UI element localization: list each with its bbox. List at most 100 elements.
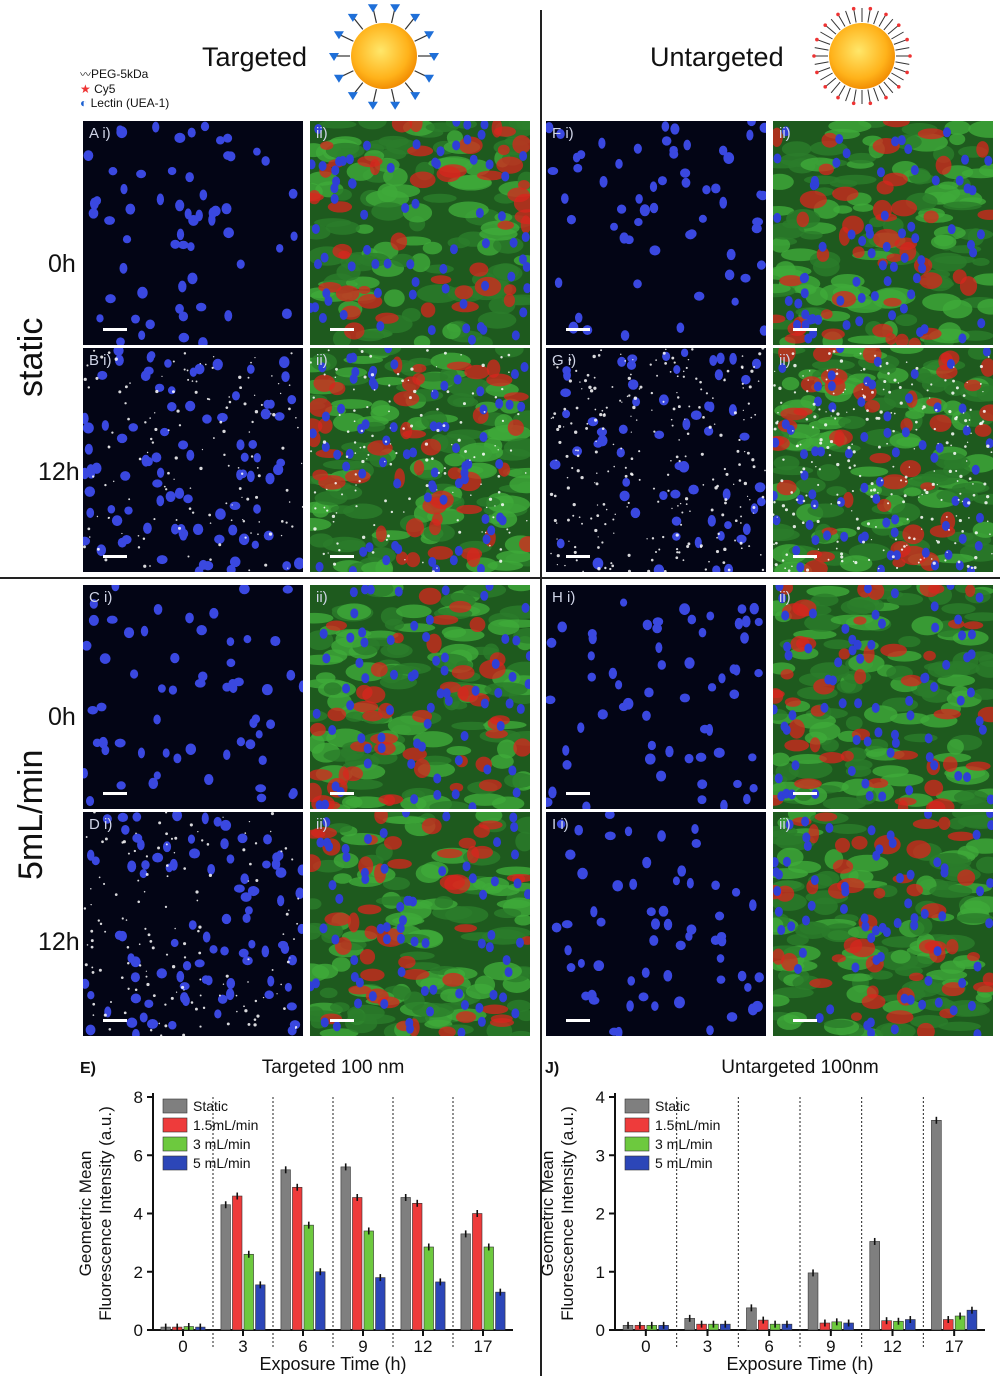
y-tick-label: 0 [596,1321,605,1340]
scale-bar [103,328,127,331]
condition-label-static: static [12,317,50,397]
micrograph-F1: F i) [546,121,766,345]
legend-label: 5 mL/min [655,1155,713,1171]
x-tick-label: 12 [414,1337,433,1356]
x-tick-label: 9 [826,1337,835,1356]
bar [495,1291,506,1331]
scale-bar [330,555,354,558]
y-tick-label: 0 [134,1321,143,1340]
legend-peg: 〰PEG-5kDa [80,67,149,81]
micrograph-F2: ii) [773,121,993,345]
bar [363,1230,374,1331]
micrograph-H1: H i) [546,585,766,809]
bar [400,1197,411,1331]
condition-label-flow: 5mL/min [12,749,50,880]
bar [435,1281,446,1331]
bar [869,1241,880,1331]
scale-bar [330,792,354,795]
scale-bar [103,792,127,795]
time-label-0h-flow: 0h [48,703,76,731]
legend-label: 1.5mL/min [193,1117,258,1133]
panel-label-D2: ii) [316,816,328,833]
y-tick-label: 4 [134,1205,143,1224]
micrograph-D1: D i) [83,812,303,1036]
time-label-12h-static: 12h [38,458,80,486]
panel-label-B1: B i) [89,352,112,369]
legend-label: 3 mL/min [655,1136,713,1152]
micrograph-A1: A i) [83,121,303,345]
x-tick-label: 0 [178,1337,187,1356]
y-tick-label: 2 [596,1205,605,1224]
legend-swatch [624,1117,650,1133]
y-axis-label: Geometric MeanFluorescence Intensity (a.… [76,1106,115,1320]
x-tick-label: 9 [358,1337,367,1356]
legend-swatch [624,1155,650,1171]
micrograph-G2: ii) [773,348,993,572]
scale-bar [793,1019,817,1022]
legend-swatch [162,1136,188,1152]
x-tick-label: 0 [641,1337,650,1356]
bar [352,1197,363,1331]
legend-swatch [162,1117,188,1133]
bar [340,1166,351,1331]
scale-bar [330,1019,354,1022]
legend-label: Static [193,1098,228,1114]
legend-label: 1.5mL/min [655,1117,720,1133]
x-axis-label: Exposure Time (h) [259,1354,406,1374]
scale-bar [793,792,817,795]
panel-label-G1: G i) [552,352,577,369]
bar [483,1246,494,1331]
x-tick-label: 3 [703,1337,712,1356]
micrograph-D2: ii) [310,812,530,1036]
bar [807,1272,819,1331]
x-tick-label: 6 [764,1337,773,1356]
bar [423,1246,434,1331]
panel-label-H2: ii) [779,589,791,606]
targeted-nanoparticle-icon [329,4,439,110]
x-tick-label: 6 [298,1337,307,1356]
micrograph-H2: ii) [773,585,993,809]
y-tick-label: 3 [596,1146,605,1165]
panel-label-F1: F i) [552,125,574,142]
panel-label-B2: ii) [316,352,328,369]
bar [472,1213,483,1331]
legend-label: 5 mL/min [193,1155,251,1171]
scale-bar [793,555,817,558]
horizontal-divider [0,577,1000,579]
micrograph-G1: G i) [546,348,766,572]
chart-targeted: E) Targeted 100 nm 0 2 4 6 8 Geometric MeanFluo… [76,1057,513,1374]
scale-bar [793,328,817,331]
legend-lectin-label: Lectin (UEA-1) [90,96,170,110]
panel-label-F2: ii) [779,125,791,142]
y-tick-label: 6 [134,1146,143,1165]
panel-label-I1: I i) [552,816,569,833]
micrograph-B2: ii) [310,348,530,572]
x-tick-label: 3 [238,1337,247,1356]
x-axis-label: Exposure Time (h) [726,1354,873,1374]
panel-label-A1: A i) [89,125,111,142]
y-tick-label: 2 [134,1263,143,1282]
time-label-12h-flow: 12h [38,928,80,956]
header-untargeted: Untargeted [650,42,784,72]
scale-bar [103,555,127,558]
chart-panel-label: E) [80,1060,96,1077]
y-tick-label: 4 [596,1088,605,1107]
legend-label: 3 mL/min [193,1136,251,1152]
scale-bar [566,555,590,558]
panel-label-C2: ii) [316,589,328,606]
chart-title: Untargeted 100nm [721,1057,878,1078]
bar [931,1120,942,1331]
micrograph-I1: I i) [546,812,766,1036]
micrograph-C1: C i) [83,585,303,809]
untargeted-nanoparticle-icon [812,6,912,106]
legend-swatch [624,1136,650,1152]
bar [412,1203,423,1331]
schematic-legend: 〰PEG-5kDa ★ Cy5 ◐ Lectin (UEA-1) [80,67,169,110]
legend-swatch [162,1098,188,1114]
legend-label: Static [655,1098,690,1114]
scale-bar [566,792,590,795]
y-axis-label: Geometric MeanFluorescence Intensity (a.… [538,1106,577,1320]
micrograph-A2: ii) [310,121,530,345]
bar [243,1253,254,1331]
